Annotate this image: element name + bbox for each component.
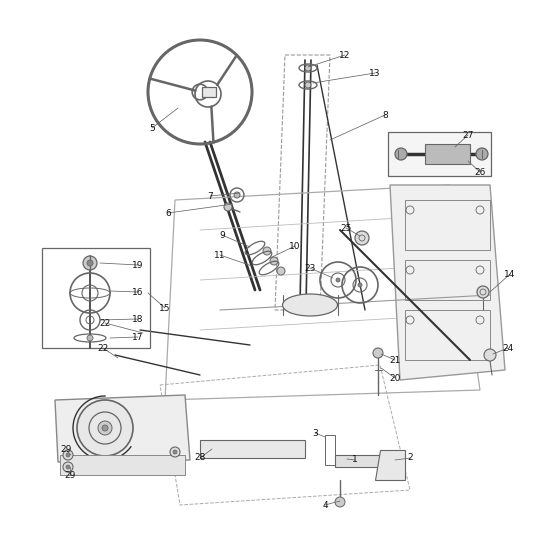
Text: 28: 28 — [194, 454, 206, 463]
Bar — [388, 132, 491, 176]
Circle shape — [234, 192, 240, 198]
Text: 8: 8 — [382, 110, 388, 119]
Circle shape — [263, 247, 271, 255]
Bar — [405, 200, 490, 250]
Text: 29: 29 — [60, 446, 72, 455]
Text: 27: 27 — [463, 130, 474, 139]
Text: 19: 19 — [132, 260, 144, 269]
Text: 17: 17 — [132, 333, 144, 342]
Bar — [335, 455, 380, 467]
Text: 12: 12 — [339, 50, 351, 59]
Circle shape — [373, 348, 383, 358]
Circle shape — [98, 421, 112, 435]
Bar — [425, 144, 470, 164]
Circle shape — [477, 286, 489, 298]
Polygon shape — [55, 395, 190, 462]
Text: 3: 3 — [312, 428, 318, 437]
Circle shape — [476, 148, 488, 160]
Text: 23: 23 — [304, 264, 316, 273]
Circle shape — [83, 256, 97, 270]
Text: 1: 1 — [352, 455, 358, 464]
Text: 21: 21 — [389, 356, 401, 365]
Circle shape — [173, 450, 177, 454]
Circle shape — [484, 349, 496, 361]
Bar — [200, 440, 305, 458]
Bar — [405, 310, 490, 360]
Bar — [42, 248, 150, 348]
Polygon shape — [390, 185, 505, 380]
Text: 9: 9 — [219, 231, 225, 240]
Bar — [325, 435, 335, 465]
Circle shape — [102, 425, 108, 431]
Circle shape — [63, 462, 73, 472]
Circle shape — [355, 231, 369, 245]
Text: 4: 4 — [322, 501, 328, 510]
Text: 14: 14 — [505, 269, 516, 278]
Text: 13: 13 — [369, 68, 381, 77]
Circle shape — [305, 82, 311, 88]
Circle shape — [87, 260, 93, 266]
Text: 11: 11 — [214, 250, 226, 259]
Bar — [202, 87, 216, 97]
Ellipse shape — [282, 294, 338, 316]
Circle shape — [66, 465, 70, 469]
Circle shape — [305, 65, 311, 71]
Text: 20: 20 — [389, 374, 401, 382]
Text: 5: 5 — [149, 124, 155, 133]
Text: 22: 22 — [99, 319, 111, 328]
Polygon shape — [375, 450, 405, 480]
Circle shape — [66, 453, 70, 457]
Circle shape — [336, 278, 340, 282]
Circle shape — [395, 148, 407, 160]
Circle shape — [170, 447, 180, 457]
Text: 24: 24 — [502, 343, 514, 352]
Circle shape — [224, 203, 232, 211]
Circle shape — [358, 283, 362, 287]
Text: 15: 15 — [159, 304, 171, 312]
Circle shape — [87, 335, 93, 341]
Text: 2: 2 — [407, 454, 413, 463]
Circle shape — [335, 497, 345, 507]
Text: 22: 22 — [97, 343, 109, 352]
Bar — [405, 260, 490, 300]
Text: 10: 10 — [290, 241, 301, 250]
Text: 6: 6 — [165, 208, 171, 217]
Circle shape — [77, 400, 133, 456]
Text: 16: 16 — [132, 287, 144, 296]
Text: 25: 25 — [340, 223, 352, 232]
Circle shape — [270, 257, 278, 265]
Text: 26: 26 — [474, 167, 486, 176]
Circle shape — [277, 267, 285, 275]
Text: 7: 7 — [207, 192, 213, 200]
Text: 18: 18 — [132, 315, 144, 324]
Text: 29: 29 — [64, 470, 76, 479]
Circle shape — [63, 450, 73, 460]
Bar — [60, 455, 185, 475]
